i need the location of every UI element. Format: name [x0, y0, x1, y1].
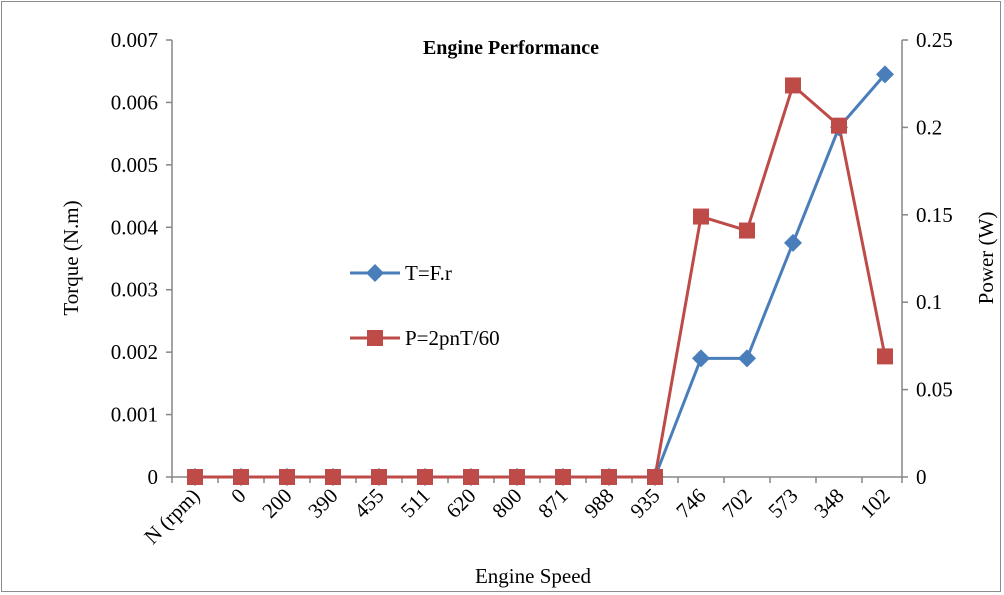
power-point	[325, 469, 341, 485]
x-tick-label: 871	[533, 484, 572, 523]
x-tick-label: 620	[441, 484, 480, 523]
x-axis-ticks: N (rpm) 0 200 390 455 511 620 800 871 988 935 746 70…	[139, 477, 903, 549]
legend-item-power: P=2pnT/60	[350, 326, 500, 350]
power-point	[693, 208, 709, 225]
left-tick-label: 0.006	[111, 90, 158, 114]
legend: T=F.r P=2pnT/60	[350, 261, 500, 350]
right-tick-label: 0.1	[916, 290, 942, 314]
left-tick-label: 0.004	[111, 215, 159, 239]
left-tick-label: 0.002	[111, 340, 158, 364]
right-tick-label: 0.15	[916, 203, 953, 227]
power-point	[233, 469, 249, 485]
series-layer	[186, 65, 894, 486]
x-tick-label: 573	[763, 484, 802, 523]
legend-diamond-marker	[366, 264, 384, 282]
right-tick-label: 0.05	[916, 378, 953, 402]
x-tick-label: 800	[487, 484, 526, 523]
left-axis-ticks: 0 0.001 0.002 0.003 0.004 0.005 0.006 0.007	[111, 28, 172, 489]
x-axis-label: Engine Speed	[475, 564, 592, 588]
torque-point	[692, 349, 710, 368]
torque-point	[784, 233, 802, 252]
y-axis-label-left: Torque (N.m)	[59, 200, 83, 315]
left-tick-label: 0	[148, 465, 159, 489]
x-tick-label: N (rpm)	[139, 484, 204, 549]
x-tick-label: 455	[349, 484, 388, 523]
legend-label: T=F.r	[405, 261, 452, 285]
power-point	[463, 469, 479, 485]
torque-point	[876, 65, 894, 84]
x-tick-label: 935	[625, 484, 664, 523]
right-tick-label: 0	[916, 465, 927, 489]
power-point	[647, 469, 663, 485]
power-point	[785, 77, 801, 94]
series-line-torque	[195, 73, 887, 479]
x-tick-label: 390	[303, 484, 342, 523]
right-tick-label: 0.25	[916, 28, 953, 52]
x-tick-label: 200	[257, 484, 296, 523]
power-point	[555, 469, 571, 485]
legend-square-marker	[367, 330, 383, 346]
power-point	[831, 117, 847, 134]
x-tick-label: 746	[671, 484, 710, 523]
left-tick-label: 0.005	[111, 153, 158, 177]
power-point	[417, 469, 433, 485]
legend-item-torque: T=F.r	[350, 261, 452, 285]
left-tick-label: 0.001	[111, 403, 158, 427]
left-tick-label: 0.003	[111, 278, 158, 302]
power-point	[279, 469, 295, 485]
power-point	[371, 469, 387, 485]
right-axis-ticks: 0 0.05 0.1 0.15 0.2 0.25	[902, 28, 953, 489]
chart-title: Engine Performance	[423, 37, 599, 59]
torque-point	[738, 349, 756, 368]
power-point	[187, 469, 203, 485]
legend-label: P=2pnT/60	[405, 326, 500, 350]
right-tick-label: 0.2	[916, 115, 942, 139]
x-tick-label: 348	[809, 484, 848, 523]
x-tick-label: 988	[579, 484, 618, 523]
x-tick-label: 0	[226, 484, 250, 508]
x-tick-label: 511	[396, 484, 435, 523]
y-axis-label-right: Power (W)	[974, 212, 998, 305]
power-point	[877, 348, 893, 365]
x-tick-label: 102	[855, 484, 894, 523]
power-point	[509, 469, 525, 485]
power-point	[601, 469, 617, 485]
series-line-power	[195, 83, 887, 479]
left-tick-label: 0.007	[111, 28, 158, 52]
power-point	[739, 222, 755, 239]
x-tick-label: 702	[717, 484, 756, 523]
